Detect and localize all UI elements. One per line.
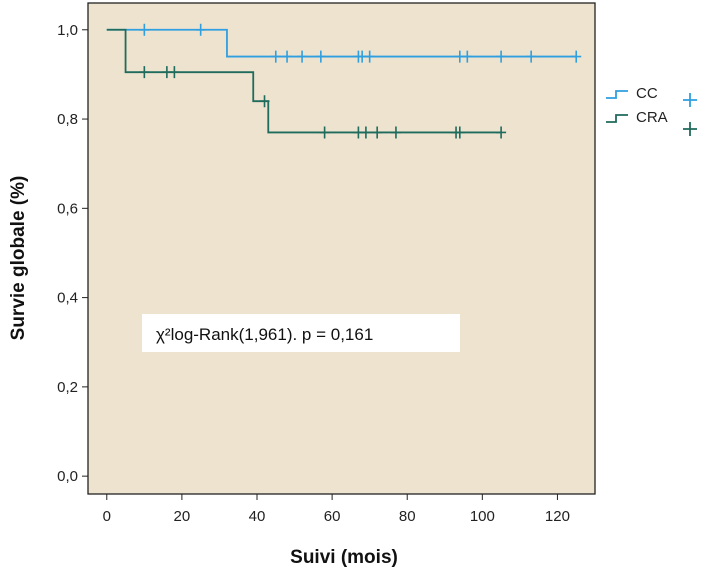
- x-axis: 0 20 40 60 80 100 120: [103, 494, 570, 525]
- x-tick-label: 60: [324, 508, 341, 525]
- legend: CC CRA: [606, 85, 697, 136]
- x-tick-label: 100: [470, 508, 495, 525]
- censor-mark-cc: [139, 23, 150, 36]
- series-layer: [106, 23, 582, 139]
- censor-mark-cra: [360, 126, 371, 139]
- censor-mark-cc: [270, 50, 281, 63]
- censor-mark-cc: [526, 50, 537, 63]
- annotation-text: χ²log-Rank(1,961). p = 0,161: [156, 325, 373, 344]
- censor-mark-cc: [282, 50, 293, 63]
- y-tick-label: 0,6: [57, 200, 78, 217]
- censor-mark-cc: [496, 50, 507, 63]
- censor-mark-cc: [462, 50, 473, 63]
- y-tick-label: 0,8: [57, 111, 78, 128]
- y-tick-label: 0,4: [57, 290, 78, 307]
- y-tick-label: 0,2: [57, 379, 78, 396]
- censor-mark-cc: [571, 50, 582, 63]
- censor-mark-cra: [139, 66, 150, 79]
- plot-area: [87, 2, 596, 495]
- censor-mark-cc: [297, 50, 308, 63]
- y-tick-label: 1,0: [57, 22, 78, 39]
- y-axis: 0,0 0,2 0,4 0,6 0,8 1,0: [57, 22, 88, 485]
- censor-mark-cc: [364, 50, 375, 63]
- censor-mark-cra: [319, 126, 330, 139]
- x-tick-label: 0: [103, 508, 111, 525]
- censor-mark-cc: [315, 50, 326, 63]
- legend-label-cc: CC: [636, 85, 658, 102]
- x-tick-label: 80: [399, 508, 416, 525]
- censor-mark-cra: [169, 66, 180, 79]
- y-tick-label: 0,0: [57, 468, 78, 485]
- x-tick-label: 20: [174, 508, 191, 525]
- legend-line-cra: [606, 114, 628, 123]
- series-line-cra: [106, 28, 502, 134]
- censor-mark-cra: [496, 126, 507, 139]
- x-axis-title: Suivi (mois): [290, 547, 398, 568]
- censor-mark-cc: [195, 23, 206, 36]
- censor-mark-cra: [372, 126, 383, 139]
- annotation-box: [142, 314, 460, 352]
- legend-censor-cra: [683, 122, 697, 136]
- y-axis-title: Survie globale (%): [8, 176, 29, 341]
- series-line-cc: [106, 28, 577, 58]
- x-tick-label: 120: [545, 508, 570, 525]
- legend-line-cc: [606, 90, 628, 99]
- legend-censor-cc: [683, 93, 697, 107]
- censor-mark-cra: [259, 95, 270, 108]
- x-tick-label: 40: [249, 508, 266, 525]
- legend-label-cra: CRA: [636, 109, 668, 126]
- censor-mark-cra: [390, 126, 401, 139]
- censor-mark-cra: [454, 126, 465, 139]
